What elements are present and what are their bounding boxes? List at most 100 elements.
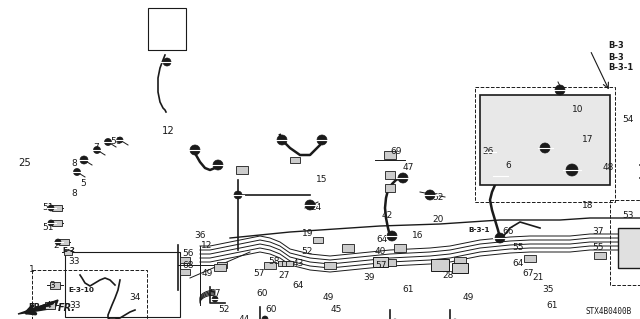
- Bar: [180, 269, 190, 275]
- Text: 61: 61: [403, 286, 413, 294]
- Text: 34: 34: [129, 293, 141, 302]
- Text: 24: 24: [310, 204, 322, 212]
- Bar: [475, 87, 615, 202]
- Bar: [148, 8, 186, 50]
- Text: 18: 18: [582, 201, 594, 210]
- Text: STX4B0400B: STX4B0400B: [586, 307, 632, 316]
- Bar: [384, 258, 396, 265]
- Circle shape: [387, 231, 397, 241]
- Text: 64: 64: [292, 280, 304, 290]
- Text: 52: 52: [301, 248, 313, 256]
- Text: 49: 49: [202, 269, 212, 278]
- Text: 53: 53: [622, 211, 634, 219]
- Bar: [285, 261, 292, 265]
- Text: 49: 49: [462, 293, 474, 302]
- Text: 4: 4: [45, 300, 51, 309]
- Circle shape: [262, 316, 268, 319]
- Text: 16: 16: [412, 232, 424, 241]
- Text: 26: 26: [483, 147, 493, 157]
- Text: 8: 8: [71, 189, 77, 197]
- Text: 6: 6: [505, 160, 511, 169]
- Text: 51: 51: [42, 204, 54, 212]
- Text: FR.: FR.: [28, 303, 44, 313]
- Text: 56: 56: [182, 249, 194, 257]
- Text: 61: 61: [547, 301, 557, 310]
- Bar: [324, 262, 336, 269]
- Text: 12: 12: [202, 241, 212, 249]
- Text: 3: 3: [49, 280, 55, 290]
- Circle shape: [425, 190, 435, 200]
- Text: 60: 60: [256, 288, 268, 298]
- Text: 69: 69: [390, 146, 402, 155]
- Text: 33: 33: [69, 300, 81, 309]
- Text: B-3: B-3: [608, 53, 624, 62]
- Text: 27: 27: [278, 271, 290, 279]
- Text: 20: 20: [432, 216, 444, 225]
- Bar: [264, 262, 276, 269]
- Circle shape: [104, 138, 111, 145]
- Text: 2: 2: [53, 241, 59, 249]
- Text: 57: 57: [253, 269, 265, 278]
- Text: 37: 37: [592, 227, 604, 236]
- Circle shape: [398, 173, 408, 183]
- Circle shape: [190, 145, 200, 155]
- Circle shape: [212, 296, 218, 302]
- Text: 66: 66: [502, 227, 514, 236]
- Circle shape: [80, 156, 88, 164]
- Bar: [610, 200, 640, 285]
- Circle shape: [566, 164, 578, 176]
- Text: 39: 39: [364, 273, 375, 283]
- Text: 47: 47: [403, 164, 413, 173]
- Circle shape: [213, 160, 223, 170]
- Text: 67: 67: [522, 269, 534, 278]
- Text: 15: 15: [316, 175, 328, 184]
- Circle shape: [93, 146, 100, 153]
- Text: 35: 35: [542, 286, 554, 294]
- Text: 64: 64: [512, 258, 524, 268]
- Text: 7: 7: [93, 144, 99, 152]
- Text: 55: 55: [592, 243, 604, 253]
- Bar: [236, 166, 248, 174]
- Bar: [52, 220, 62, 226]
- Bar: [214, 263, 226, 271]
- Bar: [282, 261, 289, 265]
- Text: 55: 55: [512, 243, 524, 253]
- Text: 49: 49: [323, 293, 333, 302]
- Circle shape: [495, 171, 505, 181]
- Text: 57: 57: [375, 261, 387, 270]
- Polygon shape: [18, 300, 58, 314]
- Bar: [217, 262, 227, 268]
- Text: E-2: E-2: [62, 247, 75, 253]
- Bar: [180, 257, 190, 263]
- Text: 28: 28: [442, 271, 454, 279]
- Text: 51: 51: [42, 224, 54, 233]
- Text: 45: 45: [330, 305, 342, 314]
- Bar: [64, 249, 72, 255]
- Text: 58: 58: [268, 257, 280, 266]
- Circle shape: [495, 233, 505, 243]
- Text: FR.: FR.: [58, 303, 76, 313]
- Text: 33: 33: [68, 257, 80, 266]
- Bar: [59, 239, 69, 245]
- Bar: [524, 255, 536, 262]
- Text: 42: 42: [381, 211, 392, 219]
- Bar: [454, 256, 466, 263]
- Text: 43: 43: [292, 258, 304, 268]
- Text: 5: 5: [80, 179, 86, 188]
- Text: 64: 64: [376, 235, 388, 244]
- Circle shape: [317, 135, 327, 145]
- Bar: [342, 244, 354, 252]
- Circle shape: [555, 85, 565, 95]
- Circle shape: [74, 168, 81, 175]
- Bar: [372, 257, 387, 267]
- Bar: [394, 244, 406, 252]
- Bar: [65, 252, 180, 317]
- Text: 54: 54: [622, 115, 634, 124]
- Text: 19: 19: [302, 228, 314, 238]
- Bar: [385, 171, 395, 179]
- Circle shape: [486, 148, 494, 156]
- Bar: [618, 228, 640, 268]
- Text: 57: 57: [209, 288, 221, 298]
- Text: 50: 50: [110, 137, 122, 145]
- Text: 1: 1: [29, 265, 35, 275]
